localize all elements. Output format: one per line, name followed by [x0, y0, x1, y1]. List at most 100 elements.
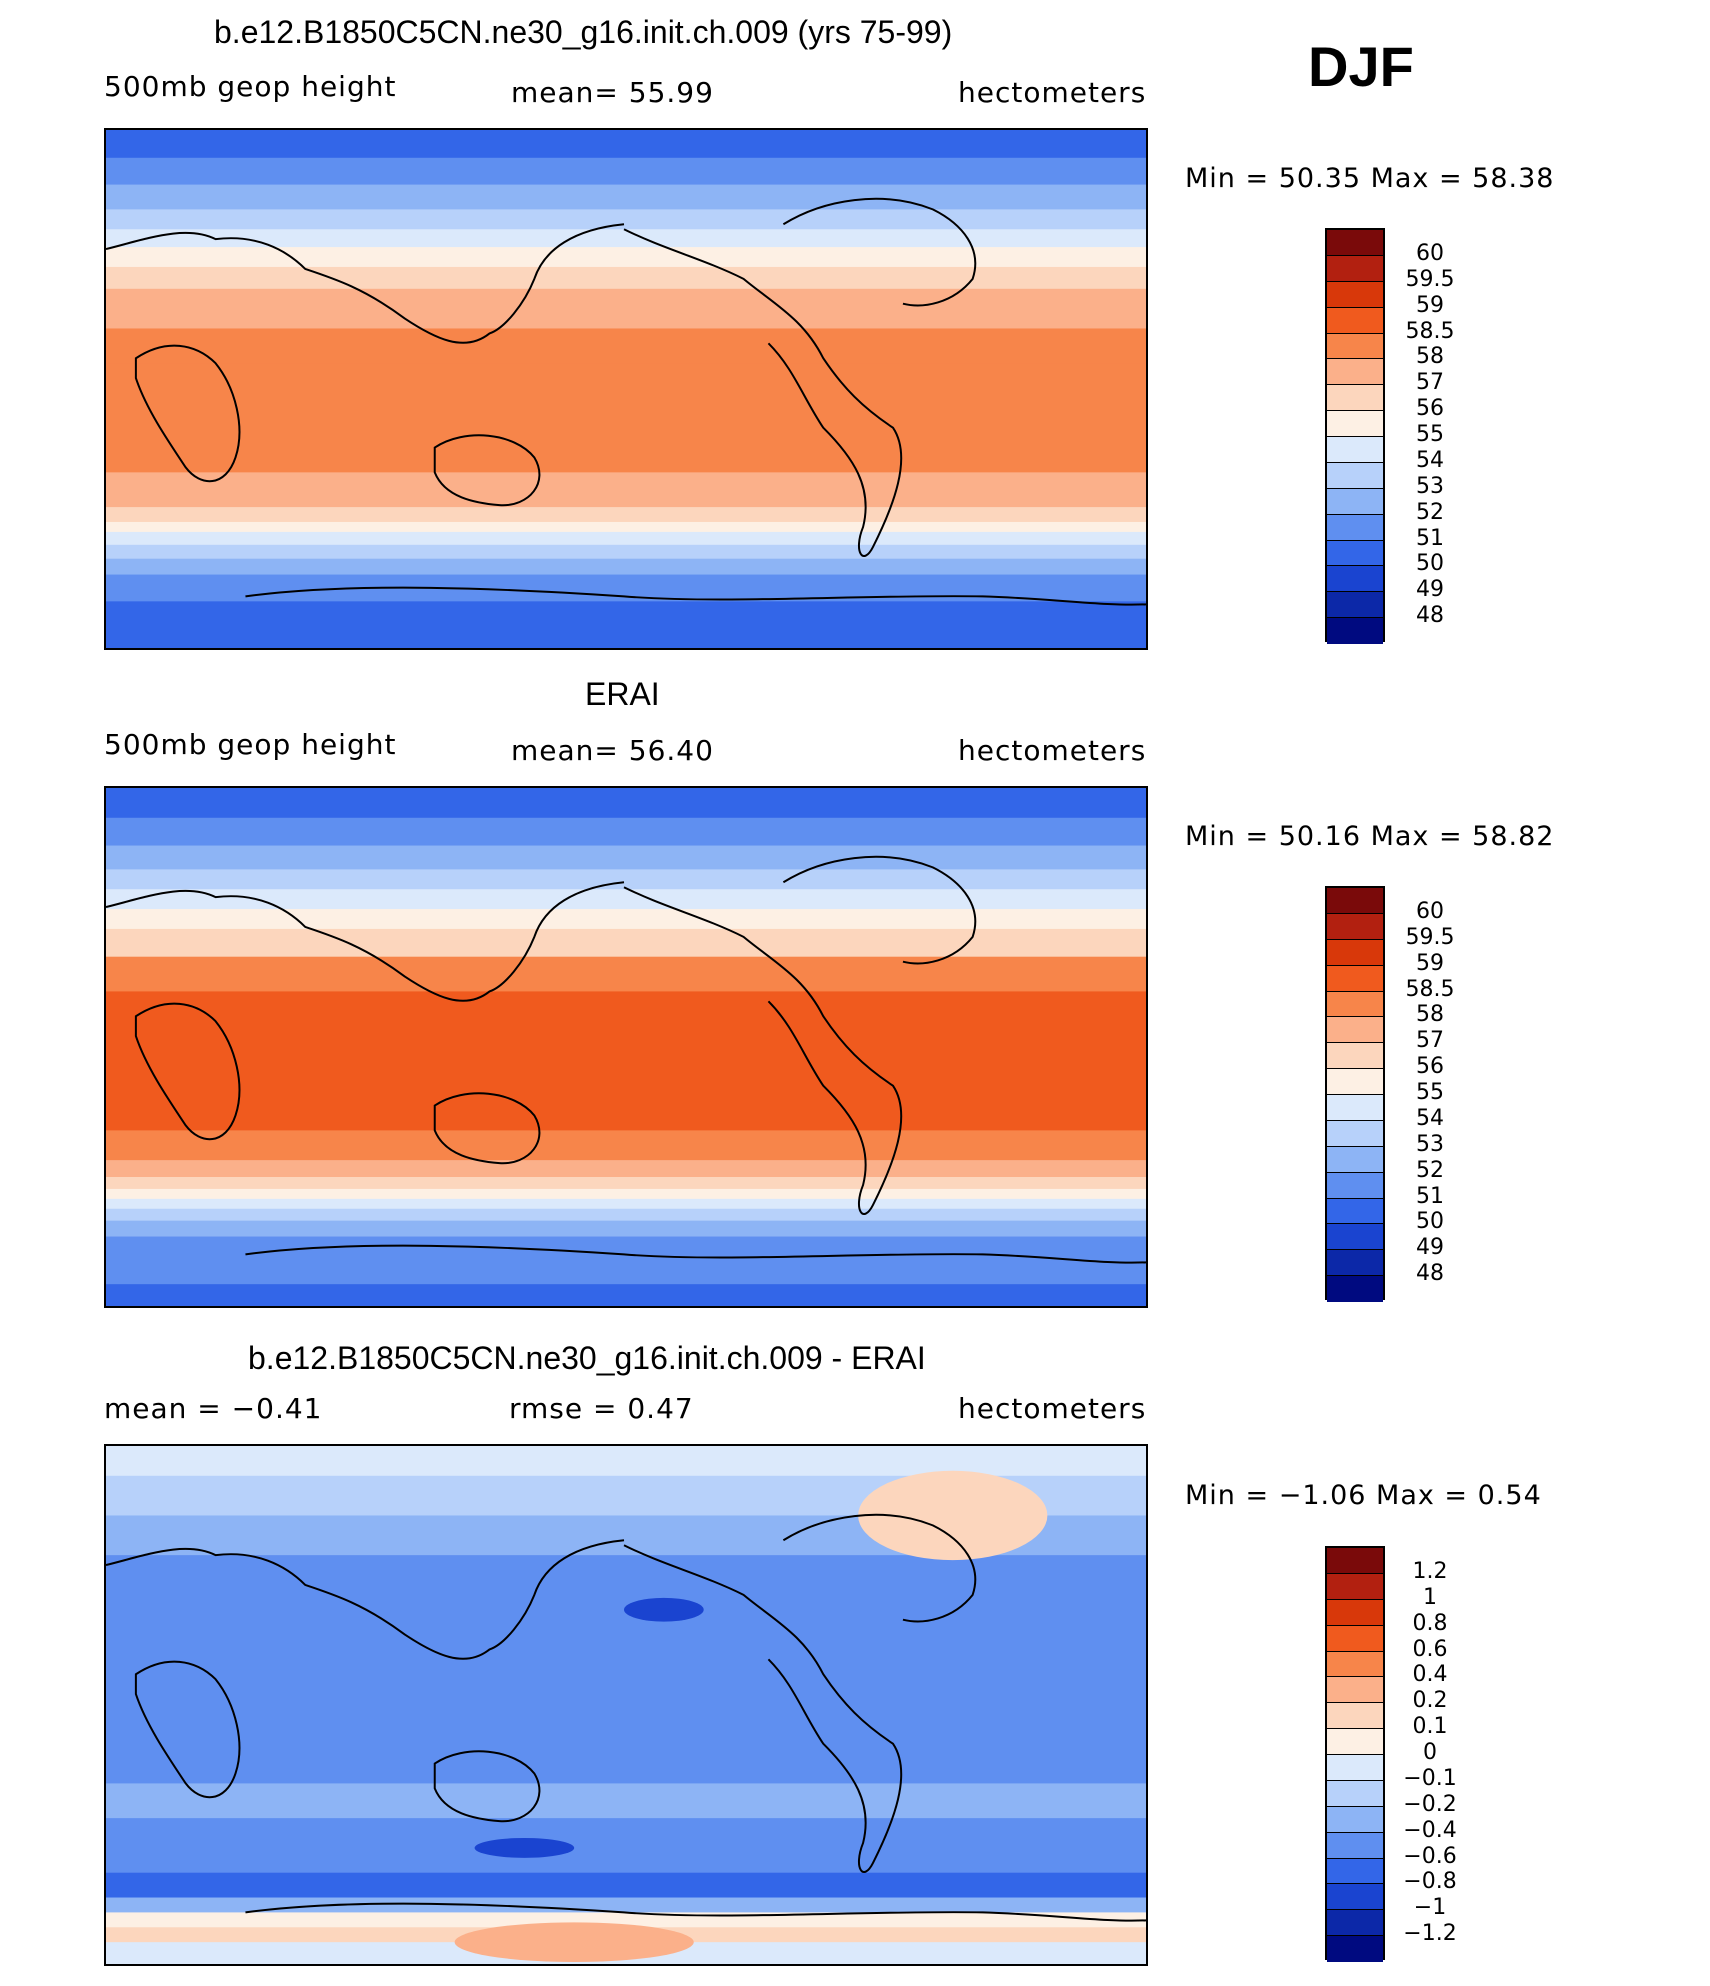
contour-band — [106, 184, 1146, 211]
coastline — [134, 1002, 241, 1141]
colorbar-label: 52 — [1416, 499, 1444, 525]
contour-band — [106, 1160, 1146, 1178]
panel2-colorbar — [1325, 886, 1385, 1302]
contour-band — [106, 1236, 1146, 1286]
colorbar-swatch — [1327, 1043, 1383, 1070]
panel3-title: b.e12.B1850C5CN.ne30_g16.init.ch.009 - E… — [248, 1340, 926, 1376]
contour-band — [106, 209, 1146, 231]
panel3-units-label: hectometers — [958, 1392, 1147, 1425]
colorbar-swatch — [1327, 618, 1383, 644]
contour-band — [106, 1208, 1146, 1222]
coastline — [106, 223, 625, 344]
colorbar-label: 50 — [1416, 551, 1444, 577]
contour-band — [106, 889, 1146, 911]
colorbar-label: 0.1 — [1412, 1714, 1448, 1740]
contour-band — [106, 130, 1146, 159]
contour-band — [106, 558, 1146, 576]
colorbar-swatch — [1327, 307, 1383, 334]
colorbar-label: 0.4 — [1412, 1662, 1448, 1688]
panel3-minmax: Min = −1.06 Max = 0.54 — [1185, 1480, 1542, 1511]
colorbar-swatch — [1327, 1198, 1383, 1225]
colorbar-label: 48 — [1416, 603, 1444, 629]
colorbar-swatch — [1327, 1651, 1383, 1678]
colorbar-swatch — [1327, 1677, 1383, 1704]
colorbar-swatch — [1327, 1884, 1383, 1911]
colorbar-label: 59 — [1416, 292, 1444, 318]
colorbar-label: 58.5 — [1405, 318, 1455, 344]
contour-band — [106, 574, 1146, 603]
contour-band — [106, 507, 1146, 523]
coastline — [623, 886, 903, 1215]
colorbar-label: 49 — [1416, 577, 1444, 603]
colorbar-label: 59 — [1416, 950, 1444, 976]
contour-band — [106, 1176, 1146, 1190]
coastline — [433, 1092, 541, 1165]
colorbar-swatch — [1327, 385, 1383, 412]
contour-band — [106, 1897, 1146, 1914]
colorbar-label: 55 — [1416, 1080, 1444, 1105]
colorbar-swatch — [1327, 592, 1383, 619]
panel2-title: ERAI — [585, 676, 660, 712]
anomaly-blob — [474, 1837, 575, 1858]
colorbar-swatch — [1327, 514, 1383, 541]
panel3-rmse-label: rmse = 0.47 — [509, 1392, 694, 1425]
contour-band — [106, 1220, 1146, 1238]
coastline — [433, 434, 541, 507]
panel2-variable-label: 500mb geop height — [104, 728, 397, 761]
colorbar-label: 0.8 — [1412, 1610, 1448, 1636]
colorbar-swatch — [1327, 1120, 1383, 1147]
colorbar-label: 1 — [1423, 1584, 1437, 1610]
contour-band — [106, 472, 1146, 509]
colorbar-label: 60 — [1416, 240, 1444, 266]
panel3-mean-label: mean = −0.41 — [104, 1392, 323, 1425]
season-label: DJF — [1308, 35, 1414, 98]
coastline — [106, 1539, 625, 1660]
contour-field — [106, 1446, 1146, 1964]
panel1-units-label: hectometers — [958, 76, 1147, 109]
panel3-map — [104, 1444, 1148, 1966]
contour-band — [106, 521, 1146, 533]
contour-band — [106, 363, 1146, 474]
colorbar-label: 54 — [1416, 447, 1444, 473]
panel2-units-label: hectometers — [958, 734, 1147, 767]
colorbar-label: 59.5 — [1405, 266, 1455, 292]
coastline — [433, 1750, 541, 1823]
colorbar-swatch — [1327, 281, 1383, 308]
contour-band — [106, 788, 1146, 819]
colorbar-swatch — [1327, 1625, 1383, 1652]
contour-band — [106, 956, 1146, 993]
colorbar-swatch — [1327, 1599, 1383, 1626]
contour-band — [106, 247, 1146, 268]
colorbar-swatch — [1327, 359, 1383, 386]
panel2-mean-label: mean= 56.40 — [511, 734, 714, 767]
colorbar-label: 0.6 — [1412, 1636, 1448, 1662]
panel1-minmax: Min = 50.35 Max = 58.38 — [1185, 163, 1555, 194]
colorbar-swatch — [1327, 1276, 1383, 1302]
contour-band — [106, 1555, 1146, 1785]
anomaly-blob — [624, 1597, 704, 1622]
contour-band — [106, 1446, 1146, 1477]
contour-band — [106, 869, 1146, 891]
colorbar-swatch — [1327, 1095, 1383, 1121]
contour-field — [106, 788, 1146, 1306]
colorbar-label: 48 — [1416, 1261, 1444, 1287]
contour-band — [106, 1818, 1146, 1874]
contour-band — [106, 1284, 1146, 1306]
contour-band — [106, 1198, 1146, 1210]
colorbar-swatch — [1327, 333, 1383, 360]
panel1-colorbar — [1325, 228, 1385, 644]
colorbar-swatch — [1327, 437, 1383, 463]
panel2-map — [104, 786, 1148, 1308]
colorbar-swatch — [1327, 255, 1383, 282]
colorbar-label: 49 — [1416, 1235, 1444, 1261]
contour-field — [106, 130, 1146, 648]
colorbar-swatch — [1327, 888, 1383, 914]
panel3-colorbar — [1325, 1546, 1385, 1962]
contour-band — [106, 288, 1146, 330]
colorbar-label: 57 — [1416, 370, 1444, 396]
colorbar-label: 59.5 — [1405, 924, 1455, 950]
colorbar-swatch — [1327, 939, 1383, 966]
coastline — [782, 1513, 977, 1623]
colorbar-label: 54 — [1416, 1105, 1444, 1131]
coastline — [134, 1660, 241, 1799]
